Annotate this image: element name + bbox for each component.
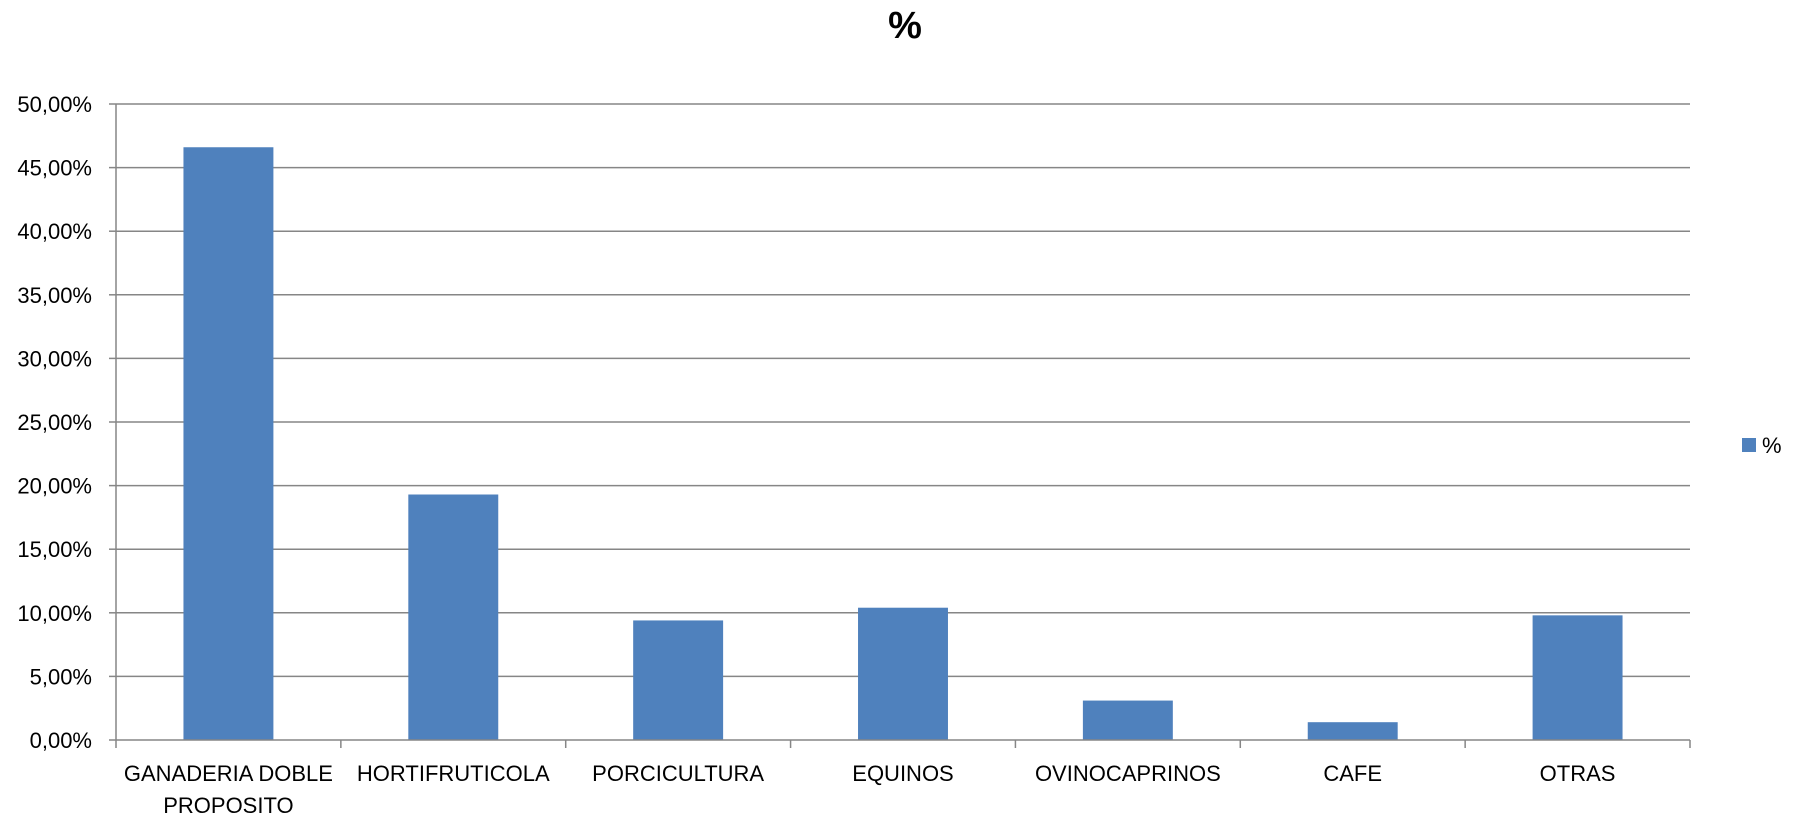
x-category-label: PORCICULTURA (592, 761, 764, 786)
bar (1307, 722, 1398, 740)
y-tick-label: 20,00% (17, 474, 92, 499)
legend: % (1742, 433, 1782, 458)
x-category-label: EQUINOS (852, 761, 953, 786)
y-tick-label: 40,00% (17, 219, 92, 244)
y-tick-label: 30,00% (17, 346, 92, 371)
bar (408, 494, 499, 740)
x-category-label: OVINOCAPRINOS (1035, 761, 1221, 786)
y-tick-label: 15,00% (17, 537, 92, 562)
x-category-labels: GANADERIA DOBLE PROPOSITO HORTIFRUTICOLA PO… (124, 761, 1616, 818)
y-tick-label: 5,00% (30, 664, 92, 689)
y-tick-label: 0,00% (30, 728, 92, 753)
chart-title: % (888, 5, 922, 47)
gridlines (116, 103, 1690, 678)
bar (1532, 615, 1623, 740)
bars (183, 147, 1623, 741)
axes (109, 103, 1691, 748)
legend-swatch (1742, 438, 1756, 452)
x-category-label: OTRAS (1540, 761, 1616, 786)
bar (858, 607, 948, 740)
x-category-label: HORTIFRUTICOLA (357, 761, 550, 786)
y-tick-label: 45,00% (17, 156, 92, 181)
bar (633, 620, 724, 740)
y-tick-labels: 0,00% 5,00% 10,00% 15,00% 20,00% 25,00% 30,00%… (17, 92, 92, 753)
y-tick-label: 10,00% (17, 601, 92, 626)
bar (1082, 700, 1173, 740)
y-tick-label: 25,00% (17, 410, 92, 435)
x-category-label: CAFE (1323, 761, 1382, 786)
y-tick-label: 50,00% (17, 92, 92, 117)
x-category-label: GANADERIA DOBLE PROPOSITO (124, 761, 333, 818)
y-tick-label: 35,00% (17, 283, 92, 308)
bar (183, 147, 274, 741)
legend-label: % (1762, 433, 1782, 458)
